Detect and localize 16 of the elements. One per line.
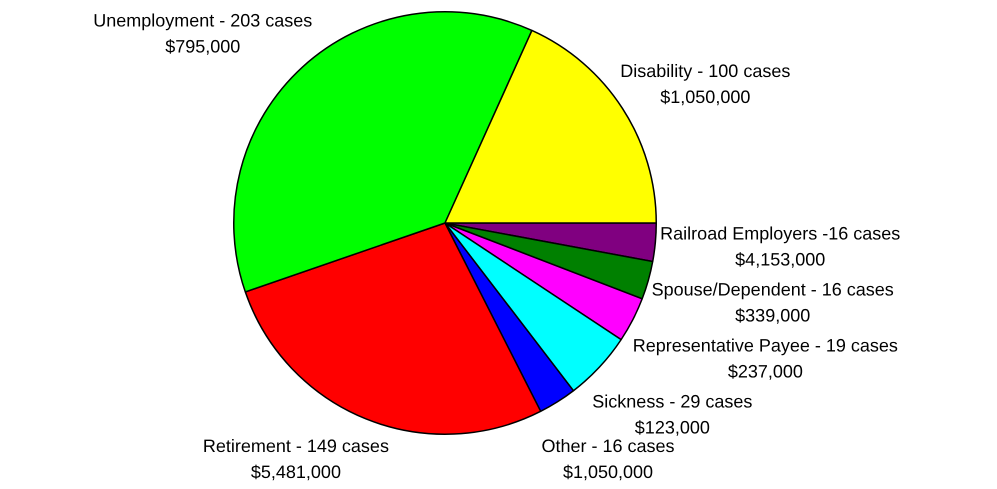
- text: $5,481,000: [250, 462, 341, 482]
- slice-label: Retirement - 149 cases: [202, 436, 389, 456]
- slice-label: Spouse/Dependent - 16 cases: [652, 279, 894, 300]
- text: $4,153,000: [735, 249, 826, 270]
- slice-label: Sickness - 29 cases: [592, 391, 752, 412]
- slice-label: Railroad Employers -16 cases: [660, 223, 900, 244]
- slice-label: Unemployment - 203 cases: [93, 10, 312, 31]
- slice-label: Other - 16 cases: [541, 436, 675, 456]
- text: $1,050,000: [660, 86, 750, 107]
- text: $123,000: [634, 417, 710, 438]
- slice-label: Representative Payee - 19 cases: [632, 335, 898, 356]
- text: $237,000: [728, 361, 803, 382]
- text: $339,000: [735, 305, 810, 326]
- text: $795,000: [165, 36, 240, 57]
- text: $1,050,000: [562, 462, 654, 482]
- slice-label: Disability - 100 cases: [620, 60, 790, 81]
